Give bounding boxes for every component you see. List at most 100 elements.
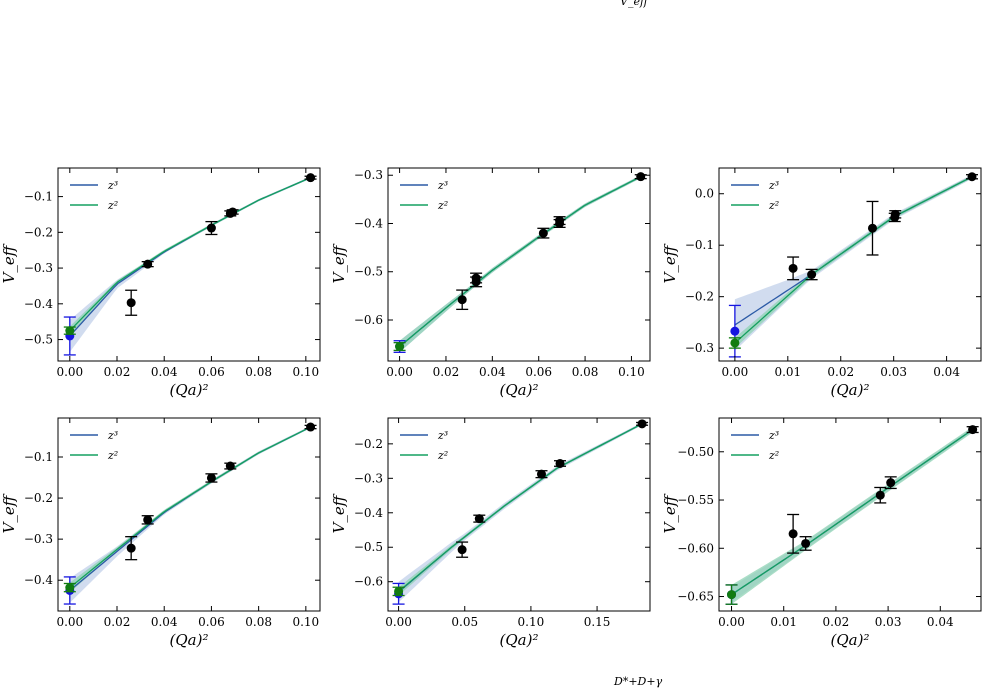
x-axis-label: (Qa)² <box>831 631 870 649</box>
chart-panel-4: 0.00 0.02 0.04 0.06 0.08 0.10 −0.4 −0.3 −0.2 −0.1… <box>0 417 321 649</box>
x-tick-label: 0.03 <box>875 615 902 629</box>
extrap-z2-point <box>730 338 740 348</box>
x-tick-label: 0.04 <box>933 365 960 379</box>
y-tick-label: −0.3 <box>685 341 714 355</box>
x-tick-label: 0.01 <box>770 615 797 629</box>
y-tick-label: −0.3 <box>24 261 53 275</box>
x-tick-label: 0.08 <box>245 365 272 379</box>
extrap-z2-point <box>65 583 75 593</box>
x-tick-label: 0.08 <box>572 365 599 379</box>
y-tick-label: −0.50 <box>677 445 714 459</box>
x-tick-label: 0.00 <box>718 615 745 629</box>
legend-label-z2: z² <box>437 199 448 212</box>
extrap-z2-point <box>727 590 737 600</box>
chart-panel-5: 0.00 0.05 0.10 0.15 −0.6 −0.5 −0.4 −0.3 −0.2 (Qa)… <box>330 417 651 649</box>
x-tick-label: 0.06 <box>198 615 225 629</box>
data-point-6 <box>555 218 565 228</box>
legend-label-z3: z³ <box>768 429 779 442</box>
plot-frame <box>387 417 651 612</box>
data-point-7 <box>636 172 646 182</box>
x-tick-label: 0.00 <box>385 615 412 629</box>
x-tick-label: 0.06 <box>198 365 225 379</box>
extrap-z2-point <box>394 586 404 596</box>
y-tick-label: −0.3 <box>354 471 383 485</box>
y-tick-label: −0.4 <box>354 216 384 230</box>
fit-line-z2 <box>69 177 311 332</box>
data-point-1 <box>126 543 136 553</box>
legend-label-z2: z² <box>107 449 118 462</box>
y-tick-label: −0.6 <box>354 575 383 589</box>
plot-frame <box>57 167 321 362</box>
fit-line-z3 <box>399 176 642 348</box>
y-tick-label: −0.2 <box>24 225 53 239</box>
y-tick-label: −0.2 <box>24 491 53 505</box>
top-title-text: V_eff <box>620 0 650 8</box>
y-tick-label: −0.1 <box>24 450 53 464</box>
x-tick-label: 0.00 <box>386 365 413 379</box>
extrap-z2-point <box>65 326 75 336</box>
x-tick-label: 0.04 <box>151 365 178 379</box>
x-tick-label: 0.04 <box>927 615 954 629</box>
x-axis-label: (Qa)² <box>831 381 870 399</box>
plot-frame <box>718 167 982 362</box>
data-point-3 <box>867 223 877 233</box>
data-point-5 <box>306 422 316 432</box>
data-point-1 <box>126 298 136 308</box>
legend-label-z3: z³ <box>107 429 118 442</box>
x-axis-label: (Qa)² <box>170 631 209 649</box>
x-tick-label: 0.10 <box>292 615 319 629</box>
legend-label-z3: z³ <box>768 179 779 192</box>
legend-label-z2: z² <box>768 449 779 462</box>
data-point-1 <box>788 529 798 539</box>
data-point-4 <box>555 458 565 468</box>
data-point-3 <box>875 490 885 500</box>
y-axis-label: V_eff <box>661 243 679 283</box>
x-tick-label: 0.02 <box>104 365 131 379</box>
data-point-1 <box>457 295 467 305</box>
data-point-4 <box>225 461 235 471</box>
legend-label-z3: z³ <box>437 429 448 442</box>
data-point-1 <box>788 263 798 273</box>
y-tick-label: −0.55 <box>677 493 714 507</box>
data-point-2 <box>143 515 153 525</box>
data-point-5 <box>637 419 647 429</box>
fit-line-z2 <box>731 429 974 596</box>
legend-label-z3: z³ <box>107 179 118 192</box>
y-tick-label: −0.1 <box>24 190 53 204</box>
legend-label-z2: z² <box>768 199 779 212</box>
y-tick-label: −0.5 <box>354 540 383 554</box>
x-tick-label: 0.01 <box>774 365 801 379</box>
y-axis-label: V_eff <box>330 493 348 533</box>
y-tick-label: −0.1 <box>685 238 714 252</box>
x-tick-label: 0.05 <box>451 615 478 629</box>
data-point-2 <box>801 538 811 548</box>
y-tick-label: −0.2 <box>354 437 383 451</box>
y-tick-label: −0.60 <box>677 541 714 555</box>
chart-panel-6: 0.00 0.01 0.02 0.03 0.04 −0.65 −0.60 −0.55 −0.50… <box>661 417 982 649</box>
y-axis-label: V_eff <box>0 493 18 533</box>
x-tick-label: 0.00 <box>56 365 83 379</box>
y-tick-label: −0.2 <box>685 290 714 304</box>
band-z2 <box>398 422 643 596</box>
fit-line-z2 <box>734 176 973 344</box>
y-tick-label: −0.4 <box>24 573 54 587</box>
y-axis-label: V_eff <box>661 493 679 533</box>
y-tick-label: −0.3 <box>24 532 53 546</box>
band-z2 <box>731 426 973 605</box>
chart-panel-3: 0.00 0.01 0.02 0.03 0.04 −0.3 −0.2 −0.1 0.0 (Qa)²… <box>661 167 982 399</box>
x-tick-label: 0.02 <box>823 615 850 629</box>
top-title-fragment: V_eff <box>0 0 989 8</box>
band-z2 <box>399 175 641 353</box>
band-z2 <box>69 426 311 593</box>
x-tick-label: 0.00 <box>56 615 83 629</box>
x-tick-label: 0.03 <box>880 365 907 379</box>
x-axis-label: (Qa)² <box>500 631 539 649</box>
y-tick-label: −0.65 <box>677 590 714 604</box>
data-point-6 <box>967 172 977 182</box>
chart-panel-2: 0.00 0.02 0.04 0.06 0.08 0.10 −0.6 −0.5 −0.4 −0.3… <box>330 167 651 399</box>
data-point-4 <box>886 478 896 488</box>
plot-frame <box>57 417 321 612</box>
data-point-3 <box>206 473 216 483</box>
data-point-2 <box>474 514 484 524</box>
